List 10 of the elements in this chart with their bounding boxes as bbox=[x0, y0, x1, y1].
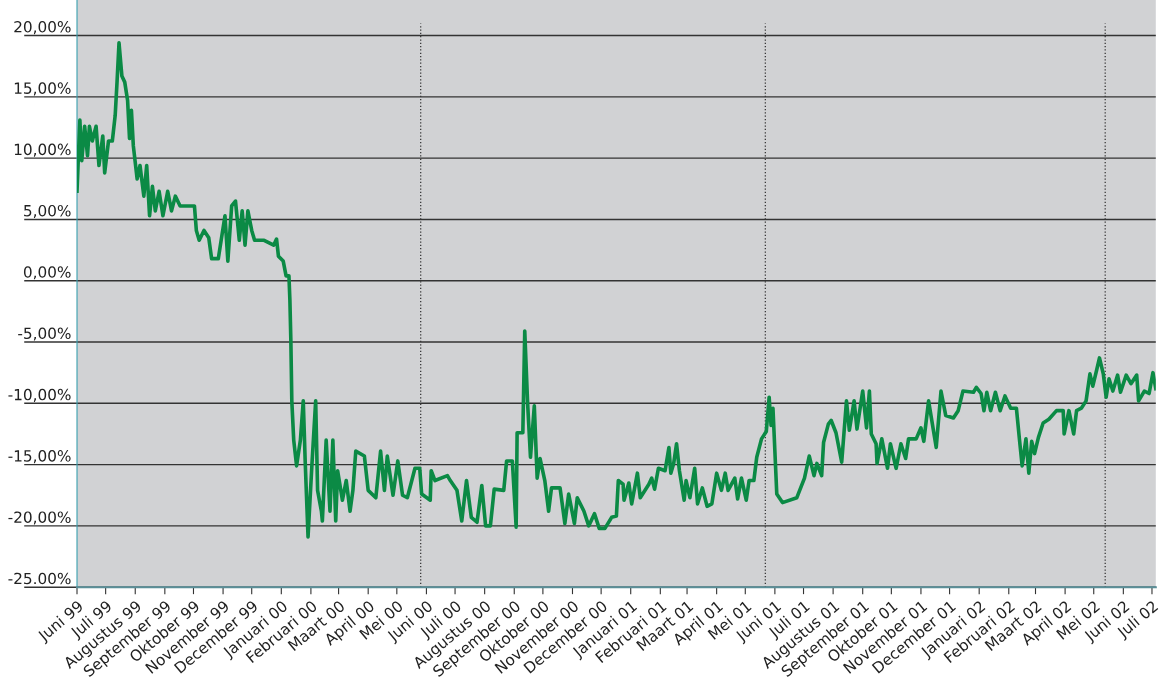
y-tick-label: -15,00% bbox=[8, 450, 71, 464]
y-tick-label: 5,00% bbox=[24, 204, 71, 219]
y-tick-label: 20,00% bbox=[14, 21, 71, 35]
y-tick-label: -25.00% bbox=[8, 572, 71, 585]
y-tick-label: 10,00% bbox=[14, 143, 71, 157]
y-tick-label: 15,00% bbox=[14, 82, 71, 96]
y-tick-label: -10,00% bbox=[8, 388, 71, 402]
y-tick-label: -20,00% bbox=[8, 511, 71, 525]
y-tick-label: -5,00% bbox=[18, 327, 71, 341]
y-tick-label: 0,00% bbox=[23, 266, 71, 280]
